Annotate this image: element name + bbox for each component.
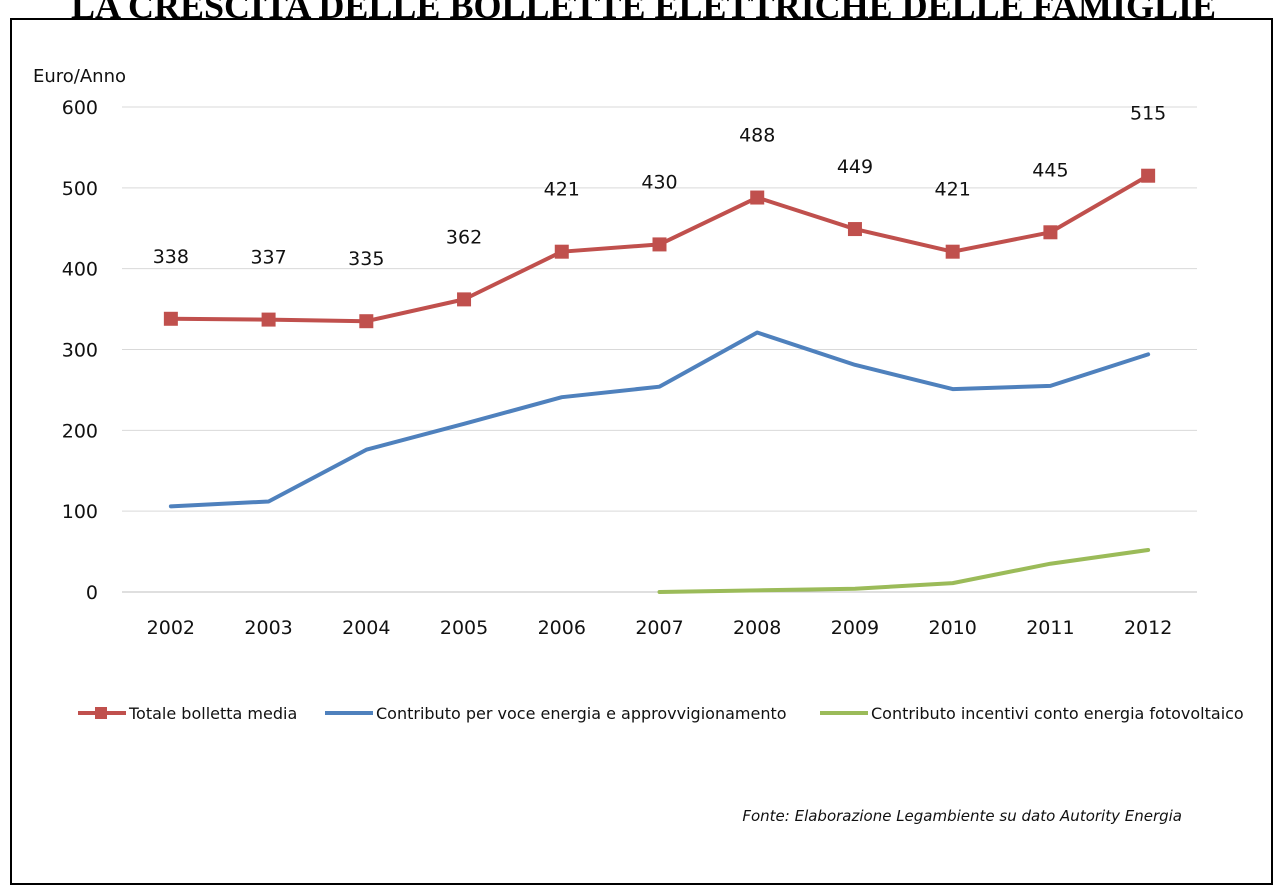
x-tick-label: 2011 <box>1026 617 1074 639</box>
legend-label: Contributo incentivi conto energia fotov… <box>871 704 1244 723</box>
y-tick-label: 200 <box>62 420 98 442</box>
data-label: 335 <box>348 248 384 270</box>
data-point-marker <box>261 312 276 327</box>
x-tick-labels: 2002 2003 2004 2005 2006 2007 2008 2009 2010 2011… <box>147 617 1173 639</box>
legend-marker <box>95 707 107 719</box>
x-tick-label: 2005 <box>440 617 488 639</box>
source-note: Fonte: Elaborazione Legambiente su dato … <box>742 807 1182 825</box>
y-tick-label: 300 <box>62 340 98 362</box>
data-labels: 338 337 335 362 421 430 488 449 421 445 515 <box>153 103 1167 271</box>
y-tick-label: 100 <box>62 501 98 523</box>
y-tick-label: 0 <box>86 582 98 604</box>
series-line-3 <box>657 547 1151 594</box>
legend: Totale bolletta media Contributo per voce… <box>78 704 1244 723</box>
data-label: 430 <box>641 171 677 193</box>
data-point-marker <box>652 237 667 252</box>
legend-label: Totale bolletta media <box>128 704 297 723</box>
y-tick-label: 500 <box>62 178 98 200</box>
data-point-marker <box>163 311 178 326</box>
data-point-marker <box>1043 225 1058 240</box>
gridlines <box>122 106 1197 593</box>
y-tick-label: 600 <box>62 97 98 119</box>
y-axis-label: Euro/Anno <box>33 66 126 87</box>
x-tick-label: 2010 <box>929 617 977 639</box>
legend-label: Contributo per voce energia e approvvigi… <box>376 704 787 723</box>
x-tick-label: 2006 <box>538 617 586 639</box>
series-line-2 <box>168 330 1151 509</box>
data-label: 338 <box>153 246 189 268</box>
x-tick-label: 2009 <box>831 617 879 639</box>
y-tick-labels: 0 100 200 300 400 500 600 <box>62 97 98 604</box>
y-tick-label: 400 <box>62 259 98 281</box>
chart-frame <box>10 18 1273 885</box>
data-label: 421 <box>544 179 580 201</box>
data-point-marker <box>750 190 765 205</box>
x-tick-label: 2004 <box>342 617 390 639</box>
data-point-marker <box>457 292 472 307</box>
data-label: 488 <box>739 125 775 147</box>
data-label: 515 <box>1130 103 1166 125</box>
x-tick-label: 2012 <box>1124 617 1172 639</box>
chart-title: LA CRESCITA DELLE BOLLETTE ELETTRICHE DE… <box>70 0 1216 26</box>
data-point-marker <box>847 222 862 237</box>
data-label: 362 <box>446 226 482 248</box>
x-tick-label: 2007 <box>635 617 683 639</box>
data-point-marker <box>945 244 960 259</box>
x-tick-label: 2002 <box>147 617 195 639</box>
series-markers <box>163 168 1156 329</box>
data-point-marker <box>1141 168 1156 183</box>
data-label: 421 <box>935 179 971 201</box>
x-tick-label: 2003 <box>244 617 292 639</box>
data-point-marker <box>554 244 569 259</box>
data-point-marker <box>359 314 374 329</box>
data-label: 449 <box>837 156 873 178</box>
data-label: 337 <box>250 247 286 269</box>
data-label: 445 <box>1032 159 1068 181</box>
x-tick-label: 2008 <box>733 617 781 639</box>
